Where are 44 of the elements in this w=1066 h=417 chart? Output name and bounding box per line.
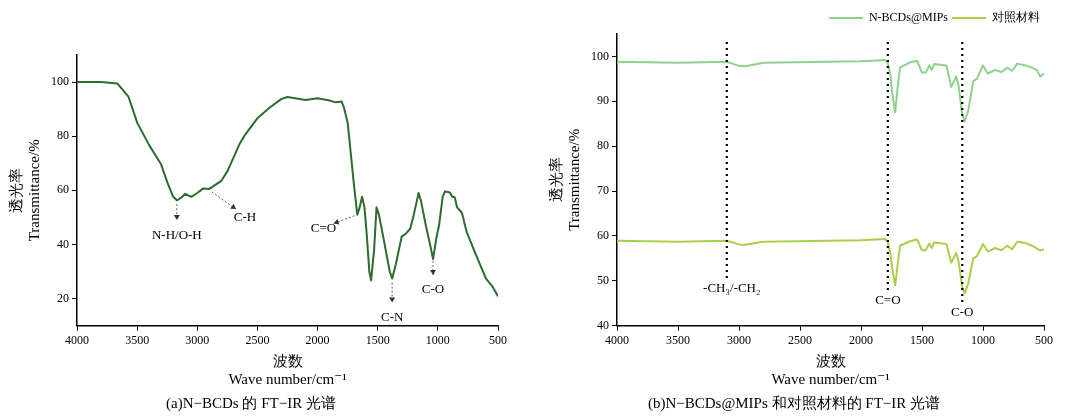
y-tick-label: 80 <box>57 128 69 143</box>
y-tick-label: 40 <box>57 236 69 251</box>
y-tick-label: 100 <box>591 48 609 63</box>
x-tick-label: 1500 <box>365 332 390 347</box>
ref-line-label: -CH₃/-CH₂ <box>703 280 761 296</box>
x-tick-label: 2500 <box>245 332 270 347</box>
x-tick-label: 2500 <box>788 332 812 347</box>
x-tick-label: 3000 <box>185 332 210 347</box>
x-tick-label: 3500 <box>125 332 150 347</box>
y-axis-title: 透光率 Transmittance/% <box>547 128 582 231</box>
y-tick-label: 100 <box>51 74 69 89</box>
x-tick-label: 500 <box>489 332 507 347</box>
x-tick-label: 3000 <box>727 332 751 347</box>
x-tick-label: 1000 <box>425 332 450 347</box>
legend-label: 对照材料 <box>992 10 1040 25</box>
y-tick-label: 20 <box>57 290 69 305</box>
ref-line-label: C=O <box>875 292 901 308</box>
x-tick-label: 1000 <box>971 332 995 347</box>
x-tick-label: 2000 <box>305 332 330 347</box>
annotation: C-N <box>380 309 404 325</box>
x-tick-label: 2000 <box>849 332 873 347</box>
text: (b)N−BCDs@MIPs 和对照材料的 FT−IR 光谱 <box>647 394 941 412</box>
annotation: C-H <box>233 209 257 225</box>
x-tick-label: 4000 <box>605 332 629 347</box>
y-tick-label: 80 <box>597 138 609 153</box>
x-tick-label: 4000 <box>65 332 89 347</box>
x-tick-label: 500 <box>1035 332 1053 347</box>
annotation: N-H/O-H <box>151 226 202 242</box>
x-tick-label: 3500 <box>666 332 690 347</box>
y-tick-label: 90 <box>597 93 609 108</box>
y-tick-label: 60 <box>597 228 609 243</box>
annotation: C=O <box>310 220 337 236</box>
x-axis-title: 波数 Wave number/cm⁻¹ <box>228 352 347 387</box>
x-axis-title: 波数 Wave number/cm⁻¹ <box>771 352 890 387</box>
y-axis-title: 透光率 Transmittance/% <box>7 139 42 242</box>
y-tick-label: 70 <box>597 183 609 198</box>
text: (a)N−BCDs 的 FT−IR 光谱 <box>166 394 336 412</box>
y-tick-label: 50 <box>597 272 609 287</box>
y-tick-label: 60 <box>57 182 69 197</box>
x-tick-label: 1500 <box>910 332 934 347</box>
legend-label: N-BCDs@MIPs <box>868 10 949 25</box>
y-tick-label: 40 <box>597 317 609 332</box>
ref-line-label: C-O <box>951 304 974 320</box>
annotation: C-O <box>421 281 445 297</box>
